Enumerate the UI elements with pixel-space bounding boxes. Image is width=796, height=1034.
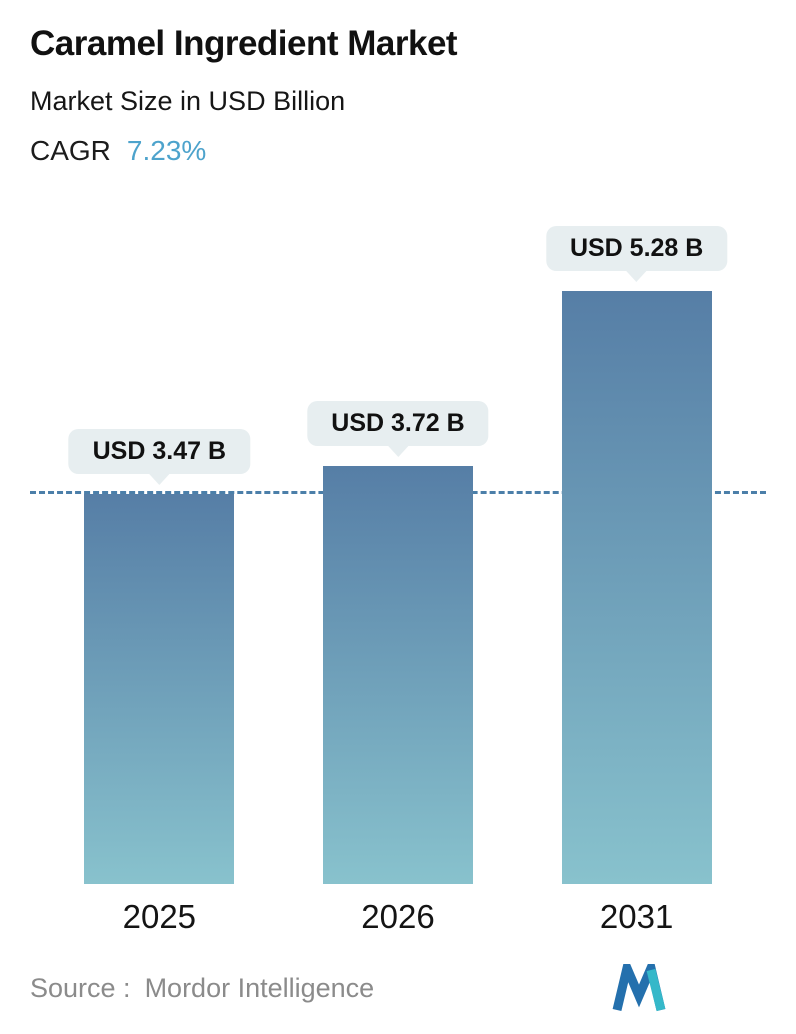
value-badge-2025: USD 3.47 B: [68, 429, 251, 475]
x-label-2025: 2025: [122, 898, 197, 935]
header: Caramel Ingredient Market Market Size in…: [30, 24, 766, 167]
bar-column-2026: USD 3.72 B: [307, 401, 489, 884]
plot-area: USD 3.47 B USD 3.72 B USD 5.28 B: [30, 226, 766, 884]
cagr-value: 7.23%: [126, 135, 207, 166]
x-label-2026: 2026: [361, 898, 435, 935]
source-value: Mordor Intelligence: [144, 972, 375, 1003]
bar-column-2025: USD 3.47 B: [68, 429, 251, 884]
value-label-2031: USD 5.28 B: [569, 234, 704, 262]
bar-column-2031: USD 5.28 B: [545, 226, 728, 884]
cagr-row: CAGR 7.23%: [30, 135, 766, 167]
mordor-intelligence-logo: [612, 964, 666, 1012]
value-badge-2026: USD 3.72 B: [307, 401, 489, 447]
bar-2025: [84, 494, 235, 884]
source-label: Source :: [30, 972, 131, 1003]
bar-2031: [561, 291, 712, 884]
bar-chart: USD 3.47 B USD 3.72 B USD 5.28 B 2025 20…: [30, 226, 766, 936]
bar-2026: [322, 466, 473, 884]
source-line: Source : Mordor Intelligence: [30, 973, 374, 1004]
x-label-2031: 2031: [599, 898, 674, 935]
value-label-2025: USD 3.47 B: [92, 437, 227, 466]
chart-subtitle: Market Size in USD Billion: [30, 86, 346, 116]
footer: Source : Mordor Intelligence: [30, 964, 766, 1012]
page-title: Caramel Ingredient Market: [30, 24, 458, 63]
cagr-label: CAGR: [30, 135, 111, 166]
value-label-2026: USD 3.72 B: [331, 409, 465, 438]
value-badge-2031: USD 5.28 B: [545, 226, 728, 271]
x-axis-labels: 2025 2026 2031: [30, 898, 766, 936]
